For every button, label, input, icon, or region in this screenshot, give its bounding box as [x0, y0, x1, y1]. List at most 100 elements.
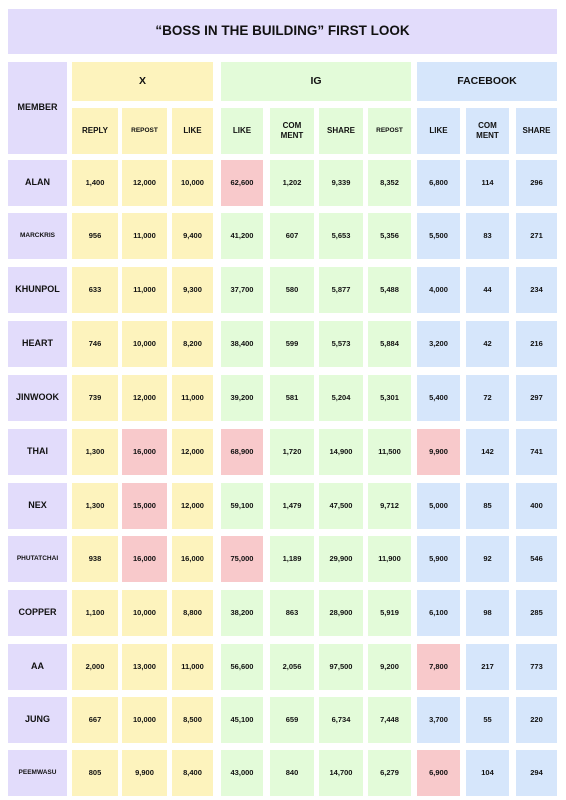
table-cell: 5,573 — [319, 321, 363, 367]
member-name: PHUTATCHAI — [8, 536, 67, 582]
member-name: ALAN — [8, 160, 67, 206]
member-name: HEART — [8, 321, 67, 367]
table-cell: 29,900 — [319, 536, 363, 582]
member-name: COPPER — [8, 590, 67, 636]
table-cell: 11,500 — [368, 429, 411, 475]
table-cell: 805 — [72, 750, 118, 796]
member-name: JINWOOK — [8, 375, 67, 421]
table-cell: 13,000 — [122, 644, 167, 690]
table-cell: 15,000 — [122, 483, 167, 529]
table-cell: 1,100 — [72, 590, 118, 636]
table-cell: 11,000 — [172, 375, 213, 421]
table-cell: 9,339 — [319, 160, 363, 206]
table-cell: 14,900 — [319, 429, 363, 475]
table-cell: 5,204 — [319, 375, 363, 421]
table-cell: 271 — [516, 213, 557, 259]
table-cell: 5,301 — [368, 375, 411, 421]
table-cell: 294 — [516, 750, 557, 796]
table-cell: 42 — [466, 321, 509, 367]
table-cell: 9,300 — [172, 267, 213, 313]
group-header-ig: IG — [221, 62, 411, 101]
table-cell: 38,200 — [221, 590, 263, 636]
table-cell: 9,712 — [368, 483, 411, 529]
table-cell: 9,900 — [122, 750, 167, 796]
table-cell: 217 — [466, 644, 509, 690]
member-name: THAI — [8, 429, 67, 475]
table-cell: 607 — [270, 213, 314, 259]
table-cell: 72 — [466, 375, 509, 421]
table-cell: 10,000 — [172, 160, 213, 206]
table-cell: 59,100 — [221, 483, 263, 529]
table-cell: 2,056 — [270, 644, 314, 690]
table-cell: 739 — [72, 375, 118, 421]
table-cell: 10,000 — [122, 590, 167, 636]
table-cell: 97,500 — [319, 644, 363, 690]
table-cell: 5,884 — [368, 321, 411, 367]
table-cell: 400 — [516, 483, 557, 529]
table-cell: 1,720 — [270, 429, 314, 475]
table-cell: 5,900 — [417, 536, 460, 582]
table-cell: 16,000 — [172, 536, 213, 582]
member-name: NEX — [8, 483, 67, 529]
table-cell: 3,200 — [417, 321, 460, 367]
table-cell: 285 — [516, 590, 557, 636]
table-cell: 142 — [466, 429, 509, 475]
table-cell: 840 — [270, 750, 314, 796]
table-cell: 1,202 — [270, 160, 314, 206]
table-cell: 1,479 — [270, 483, 314, 529]
table-cell: 599 — [270, 321, 314, 367]
table-cell: 68,900 — [221, 429, 263, 475]
table-cell: 5,877 — [319, 267, 363, 313]
table-cell: 6,900 — [417, 750, 460, 796]
table-cell: 5,000 — [417, 483, 460, 529]
table-cell: 659 — [270, 697, 314, 743]
column-header: REPLY — [72, 108, 118, 154]
table-cell: 746 — [72, 321, 118, 367]
table-cell: 9,400 — [172, 213, 213, 259]
group-header-facebook: FACEBOOK — [417, 62, 557, 101]
table-cell: 8,352 — [368, 160, 411, 206]
table-cell: 10,000 — [122, 321, 167, 367]
table-cell: 16,000 — [122, 536, 167, 582]
table-cell: 5,400 — [417, 375, 460, 421]
table-cell: 12,000 — [122, 375, 167, 421]
table-cell: 297 — [516, 375, 557, 421]
member-name: JUNG — [8, 697, 67, 743]
member-name: MARCKRIS — [8, 213, 67, 259]
table-cell: 85 — [466, 483, 509, 529]
table-cell: 44 — [466, 267, 509, 313]
table-cell: 8,200 — [172, 321, 213, 367]
column-header: LIKE — [417, 108, 460, 154]
table-cell: 10,000 — [122, 697, 167, 743]
column-header: REPOST — [122, 108, 167, 154]
table-cell: 4,000 — [417, 267, 460, 313]
table-cell: 11,900 — [368, 536, 411, 582]
table-cell: 39,200 — [221, 375, 263, 421]
table-cell: 83 — [466, 213, 509, 259]
table-cell: 43,000 — [221, 750, 263, 796]
table-cell: 9,200 — [368, 644, 411, 690]
table-cell: 296 — [516, 160, 557, 206]
column-header: LIKE — [172, 108, 213, 154]
table-cell: 216 — [516, 321, 557, 367]
column-header: LIKE — [221, 108, 263, 154]
column-header: REPOST — [368, 108, 411, 154]
table-cell: 11,000 — [122, 267, 167, 313]
member-name: AA — [8, 644, 67, 690]
table-cell: 104 — [466, 750, 509, 796]
table-cell: 16,000 — [122, 429, 167, 475]
table-cell: 55 — [466, 697, 509, 743]
table-cell: 8,800 — [172, 590, 213, 636]
table-cell: 5,356 — [368, 213, 411, 259]
table-cell: 5,488 — [368, 267, 411, 313]
table-cell: 5,919 — [368, 590, 411, 636]
table-cell: 2,000 — [72, 644, 118, 690]
table-cell: 8,400 — [172, 750, 213, 796]
table-cell: 956 — [72, 213, 118, 259]
column-header: SHARE — [319, 108, 363, 154]
table-cell: 5,653 — [319, 213, 363, 259]
group-header-x: X — [72, 62, 213, 101]
table-cell: 633 — [72, 267, 118, 313]
table-cell: 580 — [270, 267, 314, 313]
table-cell: 11,000 — [122, 213, 167, 259]
